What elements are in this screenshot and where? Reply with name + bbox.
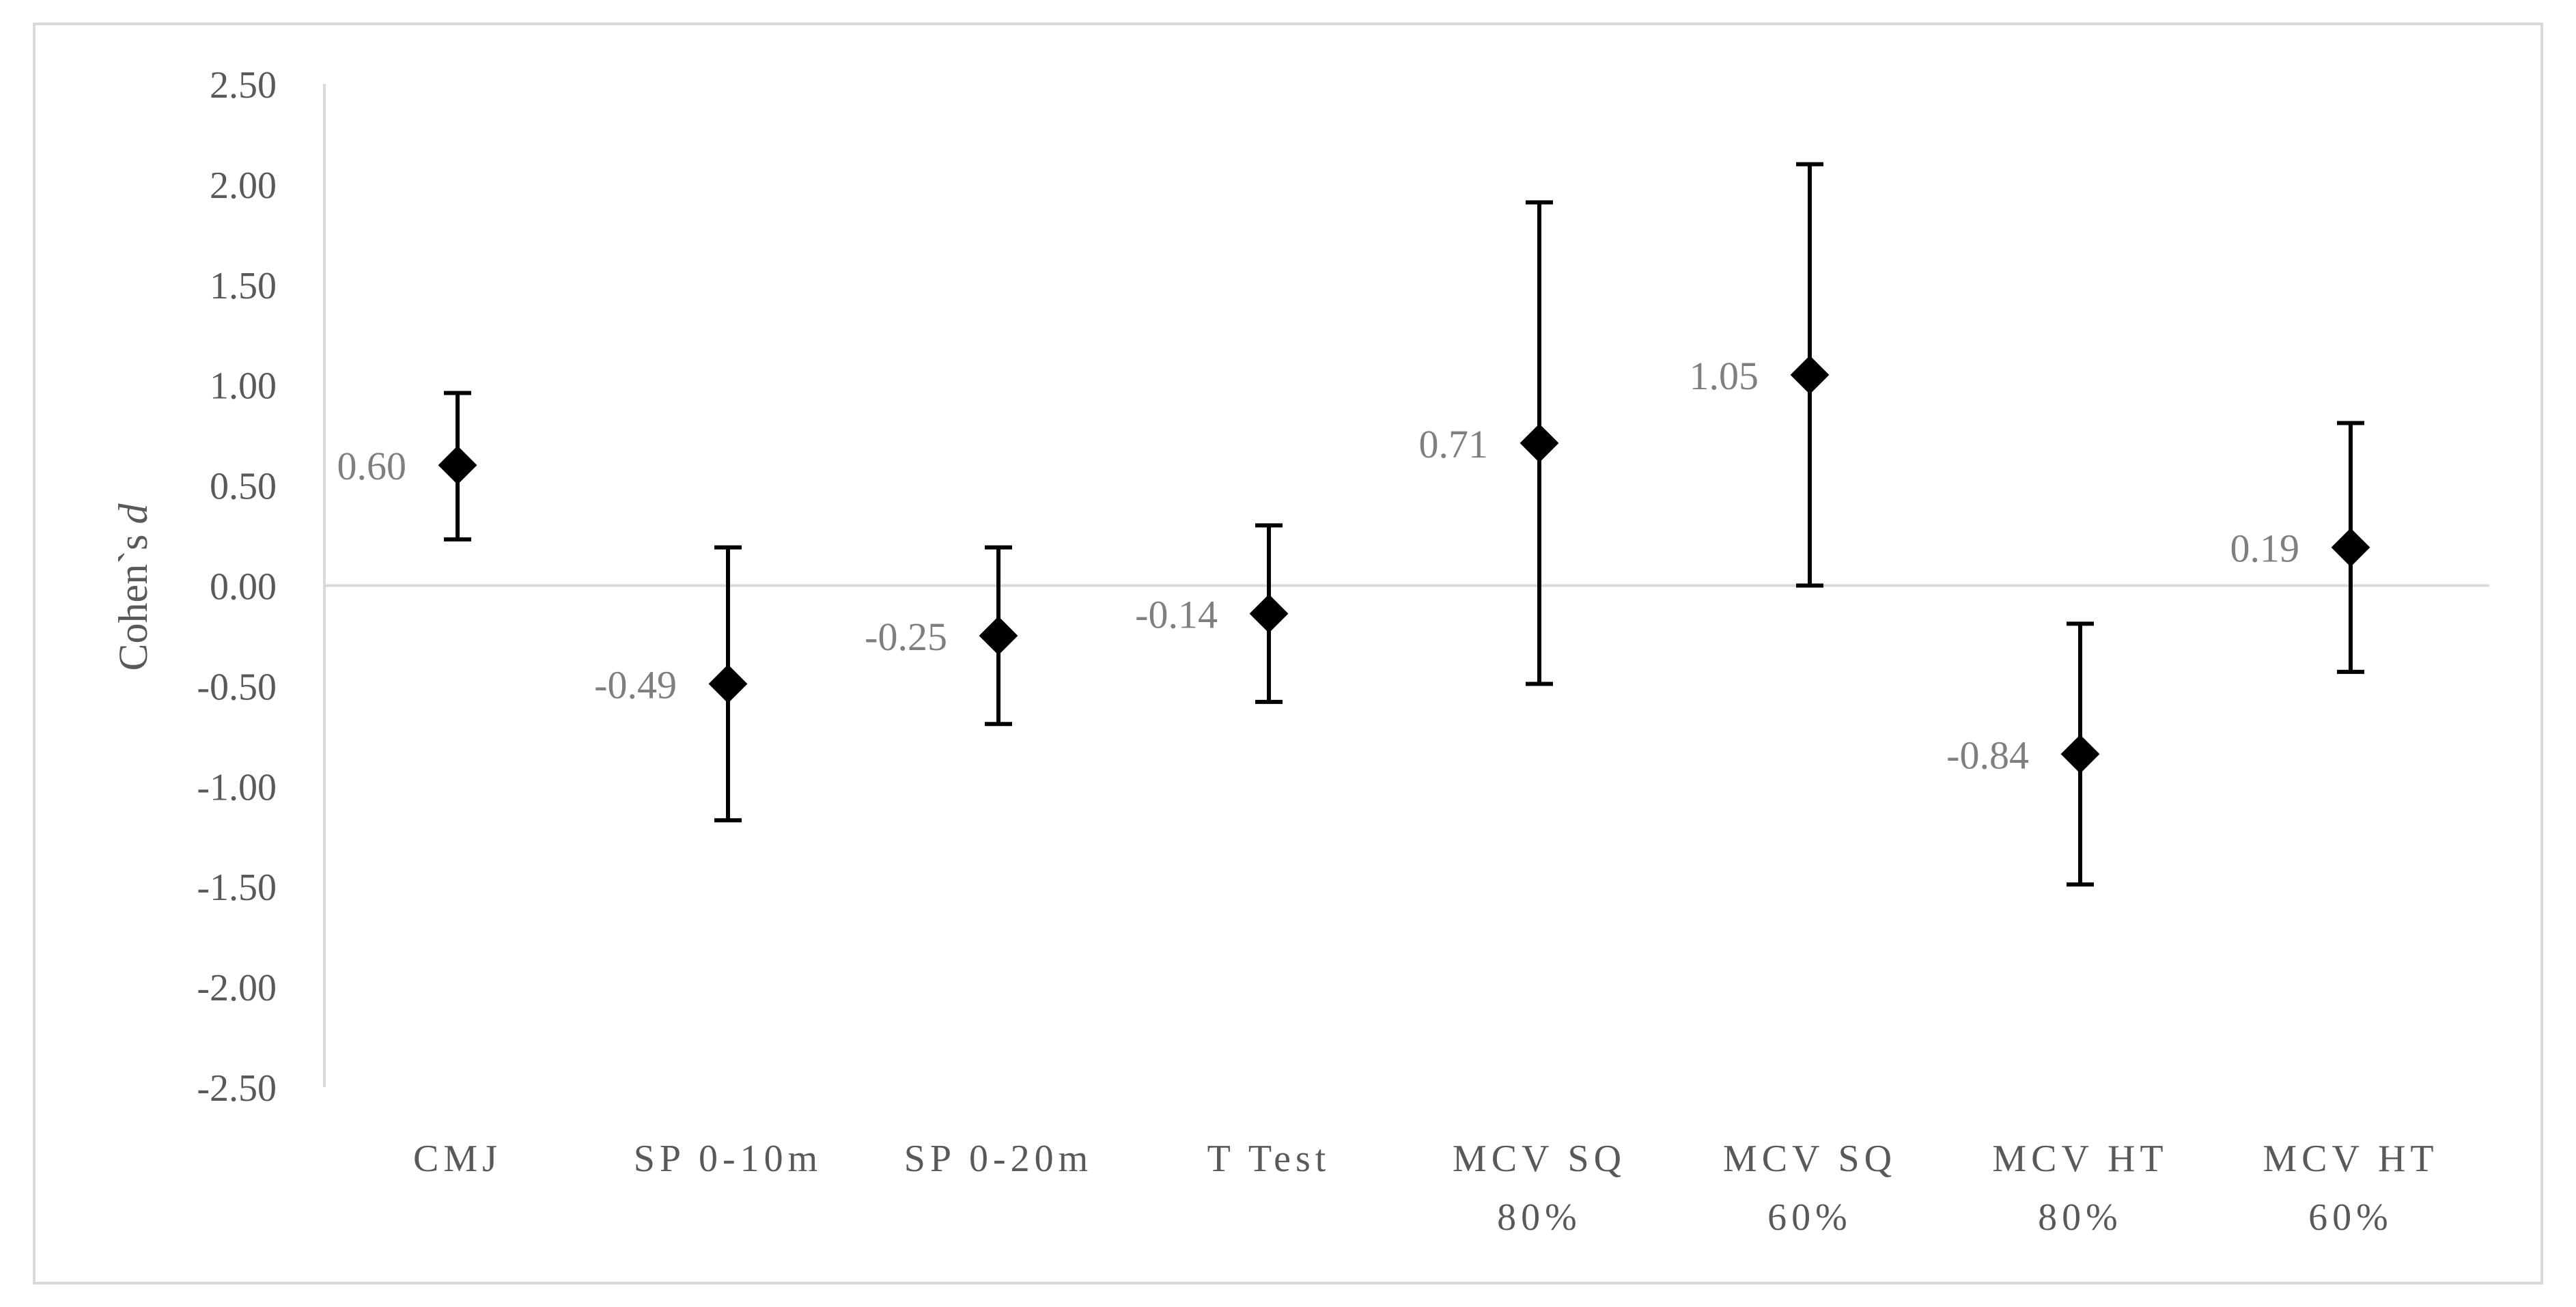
category-label-line2: 80% bbox=[1497, 1196, 1582, 1239]
y-tick-label: -2.50 bbox=[197, 1067, 277, 1110]
chart-frame bbox=[33, 23, 2543, 1284]
data-point-marker bbox=[1249, 594, 1289, 634]
data-value-label: 0.71 bbox=[1419, 422, 1489, 466]
category-label-line1: MCV SQ bbox=[1453, 1138, 1626, 1180]
y-axis-title: Cohen`s d bbox=[111, 503, 156, 671]
category-label-line2: 60% bbox=[1767, 1196, 1852, 1239]
data-value-label: 0.19 bbox=[2230, 526, 2300, 571]
y-tick-label: -1.50 bbox=[197, 867, 277, 909]
category-label-line2: 80% bbox=[2038, 1196, 2123, 1239]
data-point-marker bbox=[1520, 423, 1559, 463]
data-labels: 0.60 -0.49 -0.25 -0.14 0.71 1.05 -0.84 0.19 bbox=[337, 354, 2300, 777]
data-value-label: -0.84 bbox=[1946, 733, 2029, 777]
data-value-label: -0.14 bbox=[1135, 593, 1218, 637]
category-label-line1: CMJ bbox=[413, 1138, 502, 1180]
category-labels: CMJ SP 0-10m SP 0-20m T Test MCV SQ 80% MCV SQ… bbox=[413, 1138, 2438, 1239]
category-label-line1: MCV HT bbox=[1992, 1138, 2168, 1180]
y-tick-label: -2.00 bbox=[197, 967, 277, 1009]
data-markers bbox=[438, 355, 2370, 774]
y-axis-title-italic: d bbox=[111, 503, 156, 524]
data-value-label: 1.05 bbox=[1690, 354, 1759, 398]
data-point-marker bbox=[438, 445, 477, 485]
data-point-marker bbox=[2331, 528, 2370, 567]
category-label-line1: SP 0-20m bbox=[904, 1138, 1093, 1180]
data-point-marker bbox=[979, 616, 1018, 656]
y-tick-label: 2.50 bbox=[210, 64, 277, 107]
data-value-label: -0.25 bbox=[865, 615, 947, 659]
data-value-label: 0.60 bbox=[337, 444, 407, 488]
y-tick-label: 1.50 bbox=[210, 265, 277, 307]
data-value-label: -0.49 bbox=[594, 662, 677, 707]
y-tick-label: 0.00 bbox=[210, 566, 277, 608]
data-point-marker bbox=[708, 664, 748, 703]
y-tick-labels: 2.50 2.00 1.50 1.00 0.50 0.00 -0.50 -1.00 -1.50 -… bbox=[197, 64, 277, 1110]
category-label-line2: 60% bbox=[2308, 1196, 2393, 1239]
y-axis-title-text: Cohen`s bbox=[111, 535, 156, 671]
y-tick-label: -0.50 bbox=[197, 666, 277, 708]
y-tick-label: -1.00 bbox=[197, 766, 277, 809]
y-tick-label: 0.50 bbox=[210, 466, 277, 508]
category-label-line1: T Test bbox=[1207, 1138, 1331, 1180]
category-label-line1: MCV SQ bbox=[1723, 1138, 1896, 1180]
data-point-marker bbox=[2060, 734, 2100, 774]
category-label-line1: SP 0-10m bbox=[634, 1138, 822, 1180]
y-tick-label: 2.00 bbox=[210, 165, 277, 207]
data-point-marker bbox=[1790, 355, 1830, 395]
y-tick-label: 1.00 bbox=[210, 365, 277, 408]
category-label-line1: MCV HT bbox=[2263, 1138, 2438, 1180]
